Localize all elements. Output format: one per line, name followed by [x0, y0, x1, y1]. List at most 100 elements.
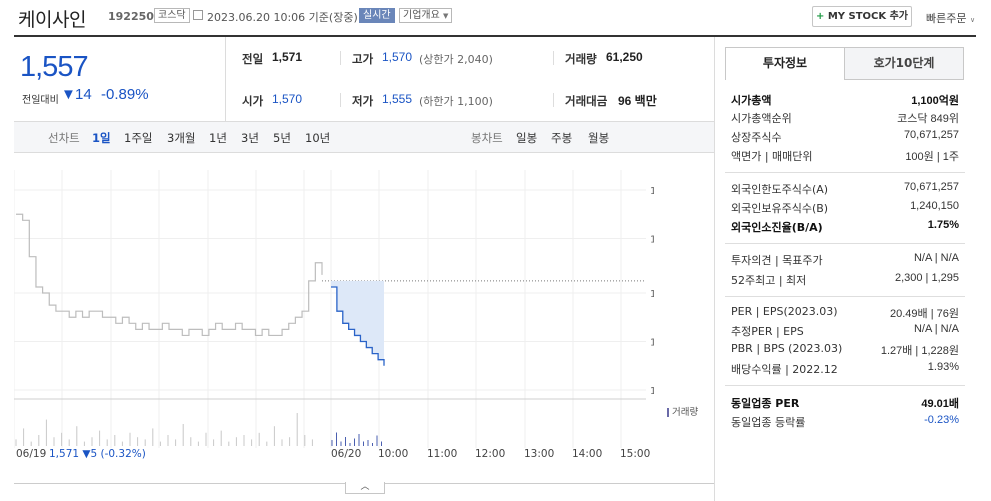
chevron-up-icon: ︿	[360, 482, 370, 492]
dropdown-arrow-icon: ▼	[443, 12, 449, 20]
row-dividend-yield: 배당수익률 | 2022.12 1.93%	[731, 361, 959, 376]
date-right: 06/20	[331, 448, 362, 460]
lower-limit: (하한가 1,100)	[419, 95, 493, 108]
line-chart-label: 선차트	[48, 131, 80, 145]
price-change: 14	[75, 86, 92, 103]
calendar-icon	[193, 10, 203, 20]
row-sector-per[interactable]: 동일업종 PER 49.01배	[731, 397, 959, 410]
row-foreign-holding: 외국인보유주식수(B) 1,240,150	[731, 200, 959, 215]
period-5y[interactable]: 5년	[273, 131, 291, 145]
company-overview-label: 기업개요	[403, 10, 440, 21]
row-foreign-ratio: 외국인소진율(B/A) 1.75%	[731, 219, 959, 234]
row-face-value: 액면가 | 매매단위 100원 | 1주	[731, 150, 959, 163]
low-label: 저가	[352, 94, 374, 108]
tab-hoga10[interactable]: 호가10단계	[844, 47, 964, 80]
period-bar	[14, 121, 714, 153]
quick-order-label: 빠른주문	[926, 12, 967, 25]
y-tick-label: 1,553	[650, 386, 654, 397]
y-tick-label: 1,586	[650, 186, 654, 197]
period-1d[interactable]: 1일	[92, 131, 111, 145]
series-line-today	[331, 286, 385, 366]
plus-icon: +	[815, 11, 825, 22]
volume-legend-label: 거래량	[672, 407, 699, 418]
y-tick-label: 1,578	[650, 234, 654, 245]
row-per-eps: PER | EPS(2023.03) 20.49배 | 76원	[731, 305, 959, 320]
row-market-cap: 시가총액 1,100억원	[731, 94, 959, 107]
amount-value: 96 백만	[618, 94, 657, 108]
x-tick-1000: 10:00	[378, 448, 409, 460]
chevron-down-icon: ∨	[969, 16, 976, 24]
header-divider	[14, 35, 976, 37]
period-1w[interactable]: 1주일	[124, 131, 153, 145]
price-panel	[14, 37, 226, 121]
price-chart: 1,586 1,578 1,569 1,561 1,553	[14, 170, 654, 448]
investment-info-panel	[714, 37, 976, 501]
y-tick-label: 1,561	[650, 338, 654, 349]
series-line-prev	[16, 213, 323, 337]
y-tick-label: 1,569	[650, 289, 654, 300]
upper-limit: (상한가 2,040)	[419, 53, 493, 66]
row-52w-range: 52주최고 | 최저 2,300 | 1,295	[731, 272, 959, 287]
volume-legend: 거래량	[667, 404, 698, 418]
stock-code: 192250	[108, 10, 154, 23]
divider	[553, 93, 554, 107]
divider	[553, 51, 554, 65]
low-value: 1,555	[382, 92, 413, 106]
x-tick-1400: 14:00	[572, 448, 603, 460]
candle-monthly[interactable]: 월봉	[588, 131, 610, 145]
period-1y[interactable]: 1년	[209, 131, 227, 145]
candle-chart-label: 봉차트	[471, 131, 503, 145]
volume-legend-swatch	[667, 408, 669, 417]
period-3m[interactable]: 3개월	[167, 131, 196, 145]
market-badge: 코스닥	[154, 8, 190, 23]
quote-datetime: 2023.06.20 10:06 기준(장중)	[207, 11, 358, 24]
period-10y[interactable]: 10년	[305, 131, 331, 145]
y-axis-labels: 1,586 1,578 1,569 1,561 1,553	[650, 186, 654, 397]
series-fill-today	[331, 280, 384, 366]
realtime-badge: 실시간	[359, 8, 395, 23]
row-sector-change[interactable]: 동일업종 등락률 -0.23%	[731, 414, 959, 429]
row-pbr-bps: PBR | BPS (2023.03) 1.27배 | 1,228원	[731, 342, 959, 357]
quick-order-menu[interactable]: 빠른주문 ∨	[926, 10, 975, 26]
row-est-per-eps: 추정PER | EPS N/A | N/A	[731, 323, 959, 338]
row-foreign-limit: 외국인한도주식수(A) 70,671,257	[731, 181, 959, 196]
row-listed-shares: 상장주식수 70,671,257	[731, 129, 959, 144]
current-price: 1,557	[20, 51, 89, 83]
x-tick-1100: 11:00	[427, 448, 458, 460]
row-opinion-target: 투자의견 | 목표주가 N/A | N/A	[731, 252, 959, 267]
chart-series	[15, 213, 646, 446]
row-market-cap-rank[interactable]: 시가총액순위 코스닥 849위	[731, 112, 959, 125]
candle-weekly[interactable]: 주봉	[551, 131, 573, 145]
period-3y[interactable]: 3년	[241, 131, 259, 145]
down-arrow-icon: ▼	[61, 86, 76, 103]
volume-value: 61,250	[606, 50, 643, 64]
divider	[725, 296, 965, 297]
date-left: 06/19	[16, 448, 47, 460]
tab-investment-info[interactable]: 투자정보	[725, 47, 845, 80]
x-tick-1200: 12:00	[475, 448, 506, 460]
candle-daily[interactable]: 일봉	[516, 131, 538, 145]
change-label: 전일대비	[22, 95, 59, 106]
price-change-pct: -0.89%	[101, 86, 149, 103]
divider	[725, 172, 965, 173]
prev-day-summary: 1,571 ▼5 (-0.32%)	[49, 448, 146, 460]
prev-close-label: 전일	[242, 52, 264, 66]
high-label: 고가	[352, 52, 374, 66]
add-mystock-button[interactable]: + MY STOCK 추가	[812, 6, 912, 27]
open-value: 1,570	[272, 92, 303, 106]
prev-close-value: 1,571	[272, 50, 303, 64]
chart-grid	[14, 170, 646, 448]
divider	[340, 51, 341, 65]
collapse-chart-button[interactable]: ︿	[345, 482, 385, 494]
high-value: 1,570	[382, 50, 413, 64]
open-label: 시가	[242, 94, 264, 108]
x-tick-1300: 13:00	[524, 448, 555, 460]
divider	[340, 93, 341, 107]
amount-label: 거래대금	[565, 94, 608, 108]
divider	[725, 243, 965, 244]
company-overview-dropdown[interactable]: 기업개요 ▼	[399, 8, 453, 23]
company-name: 케이사인	[18, 9, 86, 31]
add-mystock-label: MY STOCK 추가	[827, 11, 909, 22]
divider	[725, 385, 965, 386]
x-tick-1500: 15:00	[620, 448, 651, 460]
